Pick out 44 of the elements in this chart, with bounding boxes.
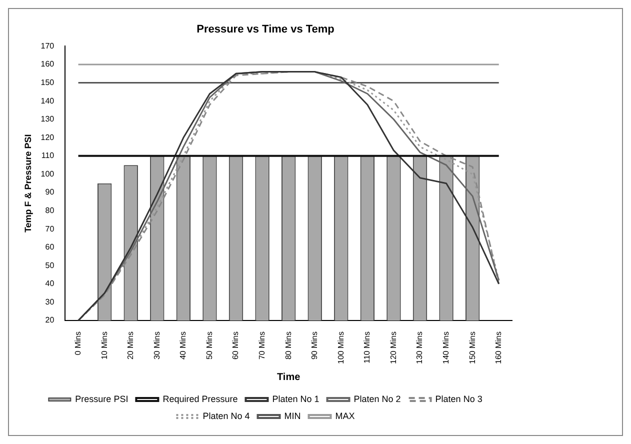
legend-label: Platen No 3 bbox=[435, 394, 482, 404]
x-tick-label: 110 Mins bbox=[362, 332, 372, 364]
x-axis-title: Time bbox=[276, 372, 301, 383]
x-tick-label: 40 Mins bbox=[178, 332, 188, 360]
x-tick-label: 70 Mins bbox=[257, 332, 266, 360]
x-tick-label: 0 Mins bbox=[73, 332, 82, 356]
y-tick-label: 140 bbox=[40, 96, 55, 106]
y-axis-title: Temp F & Pressure PSI bbox=[22, 134, 33, 233]
x-tick-label: 120 Mins bbox=[388, 332, 398, 364]
chart-title: Pressure vs Time vs Temp bbox=[196, 24, 335, 36]
y-tick-label: 120 bbox=[40, 132, 55, 142]
y-tick-label: 150 bbox=[40, 78, 55, 87]
y-tick-label: 130 bbox=[40, 114, 55, 124]
y-tick-label: 80 bbox=[45, 206, 55, 216]
y-tick-label: 70 bbox=[45, 224, 55, 234]
y-tick-label: 100 bbox=[40, 169, 55, 178]
y-tick-label: 40 bbox=[45, 279, 55, 288]
x-tick-label: 60 Mins bbox=[231, 332, 240, 360]
x-tick-label: 140 Mins bbox=[441, 332, 450, 364]
y-tick-label: 90 bbox=[45, 188, 55, 197]
y-tick-label: 60 bbox=[45, 242, 55, 252]
x-tick-label: 20 Mins bbox=[126, 332, 136, 360]
legend-label: Pressure PSI bbox=[75, 394, 128, 404]
x-tick-label: 10 Mins bbox=[100, 332, 109, 360]
legend-label: Platen No 1 bbox=[272, 394, 320, 404]
y-tick-label: 170 bbox=[40, 41, 55, 50]
x-tick-label: 160 Mins bbox=[494, 332, 504, 364]
y-tick-label: 50 bbox=[45, 260, 55, 270]
y-tick-label: 160 bbox=[40, 60, 55, 69]
legend-label: MAX bbox=[335, 410, 355, 421]
y-tick-label: 110 bbox=[41, 151, 55, 160]
y-tick-label: 30 bbox=[45, 297, 55, 306]
x-tick-label: 130 Mins bbox=[415, 332, 424, 364]
x-tick-label: 30 Mins bbox=[152, 332, 162, 360]
legend-label: MIN bbox=[284, 410, 301, 421]
x-tick-label: 150 Mins bbox=[468, 332, 477, 364]
legend-label: Platen No 2 bbox=[354, 394, 401, 404]
y-tick-label: 20 bbox=[45, 316, 55, 325]
legend-label: Required Pressure bbox=[162, 394, 238, 404]
x-tick-label: 50 Mins bbox=[204, 332, 214, 360]
x-tick-label: 80 Mins bbox=[284, 332, 293, 360]
x-tick-label: 90 Mins bbox=[310, 332, 320, 360]
x-tick-label: 100 Mins bbox=[336, 332, 346, 364]
legend-label: Platen No 4 bbox=[202, 410, 250, 421]
